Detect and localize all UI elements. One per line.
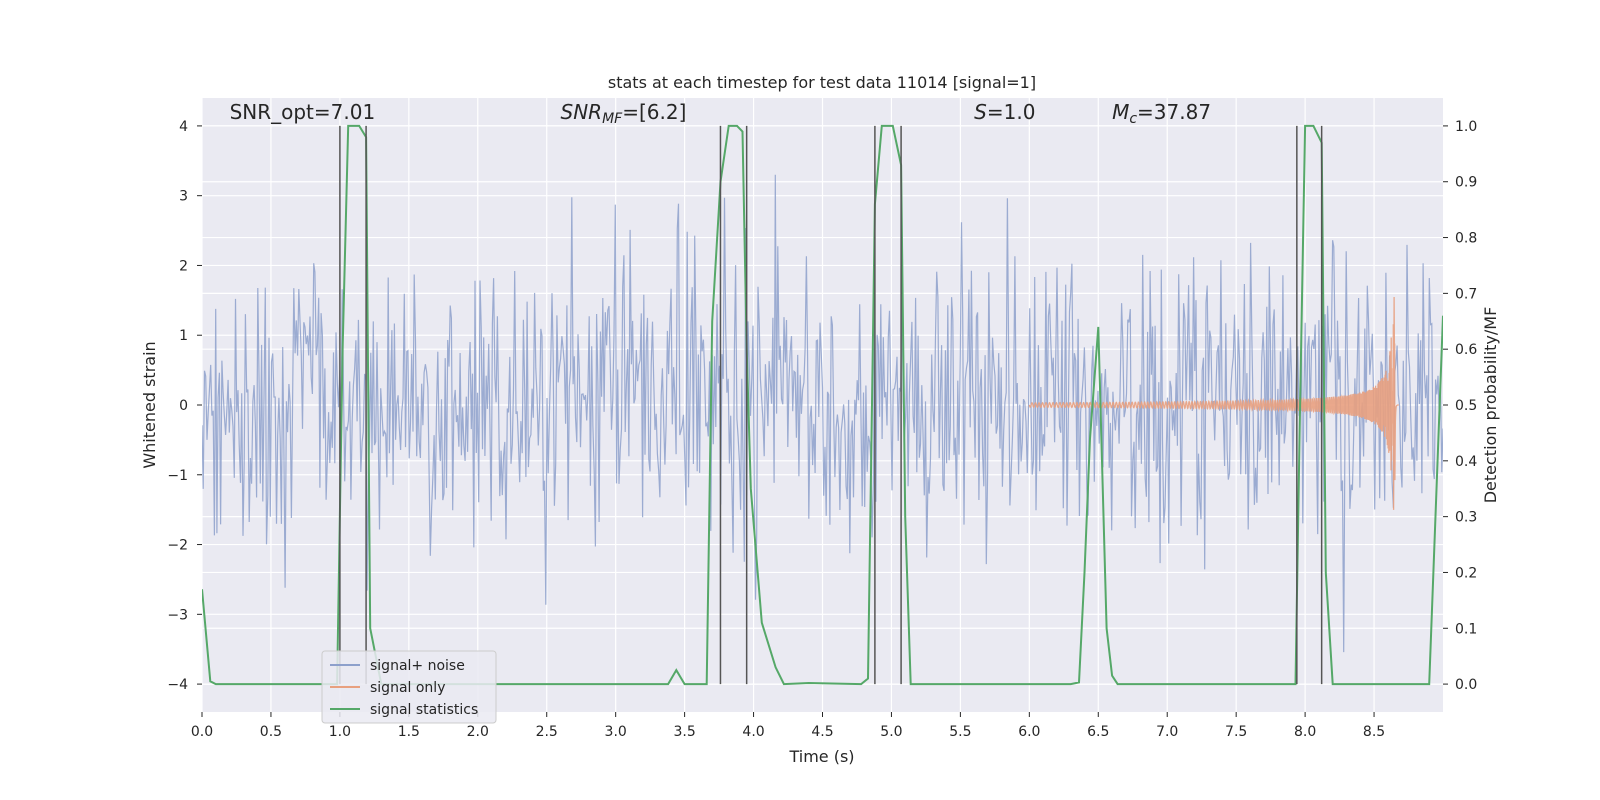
x-tick-label: 5.5	[949, 724, 971, 740]
y-tick-label: 3	[179, 189, 188, 205]
annotation-part: =37.87	[1137, 100, 1211, 124]
annotation-part: =[6.2]	[622, 100, 686, 124]
y-right-tick-label: 0.4	[1455, 454, 1477, 470]
annotation-part: =1.0	[987, 100, 1036, 124]
y-right-tick-label: 0.2	[1455, 565, 1477, 581]
legend-label: signal statistics	[370, 702, 478, 718]
y-tick-label: −3	[167, 607, 188, 623]
annotation-2: S=1.0	[974, 100, 1035, 124]
y-tick-label: −4	[167, 677, 188, 693]
y-right-tick-label: 0.5	[1455, 398, 1477, 414]
annotation-1: SNRMF=[6.2]	[561, 100, 687, 127]
annotation-part: S	[974, 100, 987, 124]
chart-title: stats at each timestep for test data 110…	[608, 73, 1036, 92]
legend: signal+ noise signal only signal statistic…	[321, 650, 497, 724]
vertical-markers	[339, 125, 1323, 685]
y-tick-label: −2	[167, 538, 188, 554]
y-right-tick-label: 0.1	[1455, 621, 1477, 637]
y-right-tick-label: 1.0	[1455, 119, 1477, 135]
y-tick-label: 0	[179, 398, 188, 414]
x-tick-label: 7.5	[1225, 724, 1247, 740]
x-tick-label: 8.0	[1294, 724, 1316, 740]
x-tick-label: 2.5	[536, 724, 558, 740]
x-tick-label: 0.5	[260, 724, 282, 740]
y-tick-label: 4	[179, 119, 188, 135]
y-right-tick-label: 0.6	[1455, 342, 1477, 358]
y-tick-label: −1	[167, 468, 188, 484]
tick-labels: 0.0 0.5 1.0 1.5 2.0 2.5 3.0 3.5 4.0 4.5 5.0 5.5 6.0 6…	[167, 119, 1477, 740]
y-axis-label-right: Detection probability/MF	[1481, 307, 1500, 504]
legend-label: signal+ noise	[370, 658, 465, 674]
x-tick-label: 1.5	[398, 724, 420, 740]
y-tick-label: 2	[179, 258, 188, 274]
annotations: SNR_opt=7.01 SNRMF=[6.2] S=1.0 Mc=37.87	[230, 100, 1211, 127]
x-tick-label: 8.5	[1363, 724, 1385, 740]
series-signal-noise	[202, 174, 1443, 653]
x-tick-label: 4.0	[742, 724, 764, 740]
x-tick-label: 7.0	[1156, 724, 1178, 740]
x-tick-label: 4.5	[811, 724, 833, 740]
x-tick-label: 2.0	[467, 724, 489, 740]
series-signal-only	[1028, 296, 1399, 510]
x-tick-label: 3.0	[605, 724, 627, 740]
x-tick-label: 6.0	[1018, 724, 1040, 740]
annotation-subscript: c	[1129, 111, 1137, 127]
x-tick-label: 6.5	[1087, 724, 1109, 740]
annotation-part: SNR	[561, 100, 603, 124]
y-right-tick-label: 0.8	[1455, 231, 1477, 247]
y-right-tick-label: 0.0	[1455, 677, 1477, 693]
y-axis-label-left: Whitened strain	[140, 341, 159, 468]
x-axis-label: Time (s)	[788, 747, 854, 766]
y-right-tick-label: 0.7	[1455, 286, 1477, 302]
y-right-tick-label: 0.3	[1455, 510, 1477, 526]
x-tick-label: 3.5	[673, 724, 695, 740]
x-tick-label: 0.0	[191, 724, 213, 740]
annotation-0: SNR_opt=7.01	[230, 100, 376, 124]
legend-label: signal only	[370, 680, 445, 696]
x-tick-label: 5.0	[880, 724, 902, 740]
annotation-part: M	[1112, 100, 1129, 124]
annotation-subscript: MF	[602, 111, 623, 127]
y-right-tick-label: 0.9	[1455, 175, 1477, 191]
legend-box	[321, 650, 497, 724]
y-tick-label: 1	[179, 328, 188, 344]
annotation-3: Mc=37.87	[1112, 100, 1211, 127]
x-tick-label: 1.0	[329, 724, 351, 740]
